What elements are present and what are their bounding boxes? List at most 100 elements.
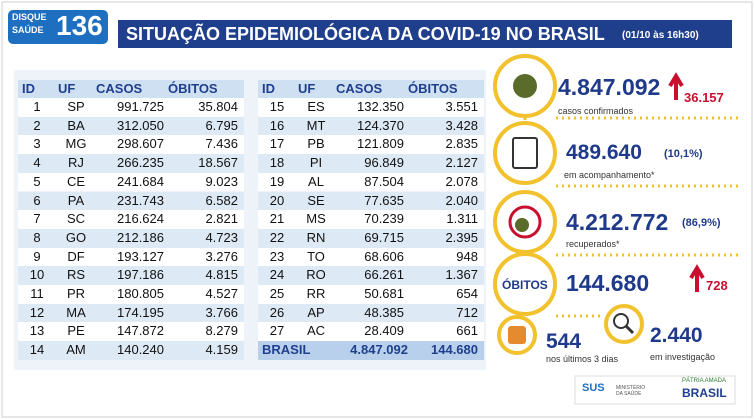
monitoring-value: 489.640 — [566, 141, 642, 164]
investigation-value: 2.440 — [650, 324, 703, 347]
table-cell: 298.607 — [117, 136, 164, 152]
row-bg — [18, 303, 244, 323]
table-cell: 3.766 — [205, 304, 238, 320]
logo-bottom: SAÚDE — [12, 25, 44, 35]
confirmed-value: 4.847.092 — [558, 74, 661, 100]
table-cell: RO — [306, 267, 326, 283]
table-cell: 87.504 — [364, 173, 404, 189]
table-cell: 948 — [456, 248, 478, 264]
table-cell: 6.795 — [205, 117, 238, 133]
table-cell: 1.311 — [446, 211, 478, 227]
table-cell: 193.127 — [117, 248, 164, 264]
table-cell: 2 — [33, 117, 41, 133]
row-bg — [18, 191, 244, 211]
table-cell: 68.606 — [364, 248, 404, 264]
confirmed-label: casos confirmados — [558, 106, 634, 116]
table-cell: ES — [307, 99, 325, 114]
table-cell: MS — [306, 211, 326, 227]
table-cell: RN — [306, 229, 326, 245]
table-cell: 661 — [456, 323, 478, 339]
table-cell: SC — [66, 211, 86, 227]
table-cell: PR — [66, 286, 86, 301]
header-row-bg — [18, 80, 244, 98]
table-cell: 48.385 — [364, 304, 404, 320]
row-bg — [258, 135, 484, 155]
recovered-label: recuperados* — [566, 239, 620, 249]
table-cell: 1.367 — [445, 267, 478, 283]
row-bg — [258, 191, 484, 211]
table-cell: 15 — [269, 99, 285, 114]
table-cell: 16 — [269, 117, 285, 133]
table-cell: 132.350 — [357, 99, 404, 114]
column-header: ID — [22, 81, 35, 96]
row-bg — [258, 285, 484, 304]
table-cell: PI — [309, 155, 323, 171]
table-cell: 7.436 — [205, 136, 238, 152]
table-cell: 20 — [269, 192, 285, 208]
table-cell: 21 — [269, 211, 285, 227]
table-cell: 3.551 — [445, 99, 478, 114]
title: SITUAÇÃO EPIDEMIOLÓGICA DA COVID-19 NO B… — [126, 24, 605, 44]
row-bg — [258, 98, 484, 117]
table-cell: 22 — [269, 229, 285, 245]
table-cell: 4.159 — [205, 342, 238, 358]
table-cell: 216.624 — [117, 211, 164, 227]
deaths-value: 144.680 — [566, 270, 650, 296]
recent-label: nos últimos 3 dias — [546, 354, 619, 364]
table-cell: 266.235 — [117, 155, 164, 171]
table-cell: 654 — [456, 286, 478, 301]
row-bg — [18, 266, 244, 285]
row-bg — [258, 210, 484, 229]
total-cell: BRASIL — [262, 342, 311, 358]
table-cell: 6 — [33, 192, 41, 208]
table-cell: 174.195 — [117, 304, 164, 320]
table-cell: 2.040 — [445, 192, 478, 208]
column-header: UF — [58, 81, 76, 96]
table-cell: 197.186 — [117, 267, 164, 283]
table-cell: TO — [307, 248, 325, 264]
table-cell: 70.239 — [364, 211, 404, 227]
table-cell: 3 — [33, 136, 41, 152]
table-cell: 23 — [269, 248, 285, 264]
table-cell: 11 — [30, 286, 44, 301]
table-cell: 26 — [269, 304, 285, 320]
table-cell: 3.428 — [445, 117, 478, 133]
table-cell: 4.527 — [205, 286, 238, 301]
table-cell: 3.276 — [205, 248, 238, 264]
table-cell: 8 — [33, 229, 41, 245]
row-bg — [258, 228, 484, 248]
table-cell: 50.681 — [364, 286, 404, 301]
table-cell: 5 — [33, 173, 41, 189]
table-cell: 14 — [29, 342, 45, 358]
total-cell: 4.847.092 — [350, 342, 408, 358]
table-cell: 24 — [269, 267, 285, 283]
table-cell: 4.723 — [205, 229, 238, 245]
table-cell: 312.050 — [117, 117, 164, 133]
row-bg — [258, 172, 484, 192]
row-bg — [258, 154, 484, 173]
total-cell: 144.680 — [431, 342, 478, 358]
table-cell: AP — [307, 304, 325, 320]
table-cell: AL — [308, 173, 324, 189]
table-cell: GO — [65, 229, 87, 245]
logo-top: DISQUE — [12, 12, 47, 22]
table-cell: 231.743 — [117, 192, 164, 208]
table-cell: 28.409 — [364, 323, 404, 339]
row-bg — [18, 172, 244, 192]
table-cell: CE — [66, 173, 86, 189]
table-cell: 12 — [29, 304, 45, 320]
confirmed-increase: 36.157 — [684, 90, 724, 105]
logo-number: 136 — [56, 10, 103, 41]
header-row-bg — [258, 80, 484, 98]
row-bg — [18, 341, 244, 360]
monitoring-percent: (10,1%) — [664, 148, 703, 160]
row-bg — [18, 210, 244, 229]
country: BRASIL — [682, 386, 727, 400]
row-bg — [18, 116, 244, 136]
table-cell: 121.809 — [357, 136, 404, 152]
table-cell: SE — [307, 192, 325, 208]
table-cell: 17 — [269, 136, 285, 152]
table-cell: 991.725 — [117, 99, 164, 114]
investigation-label: em investigação — [650, 352, 716, 362]
